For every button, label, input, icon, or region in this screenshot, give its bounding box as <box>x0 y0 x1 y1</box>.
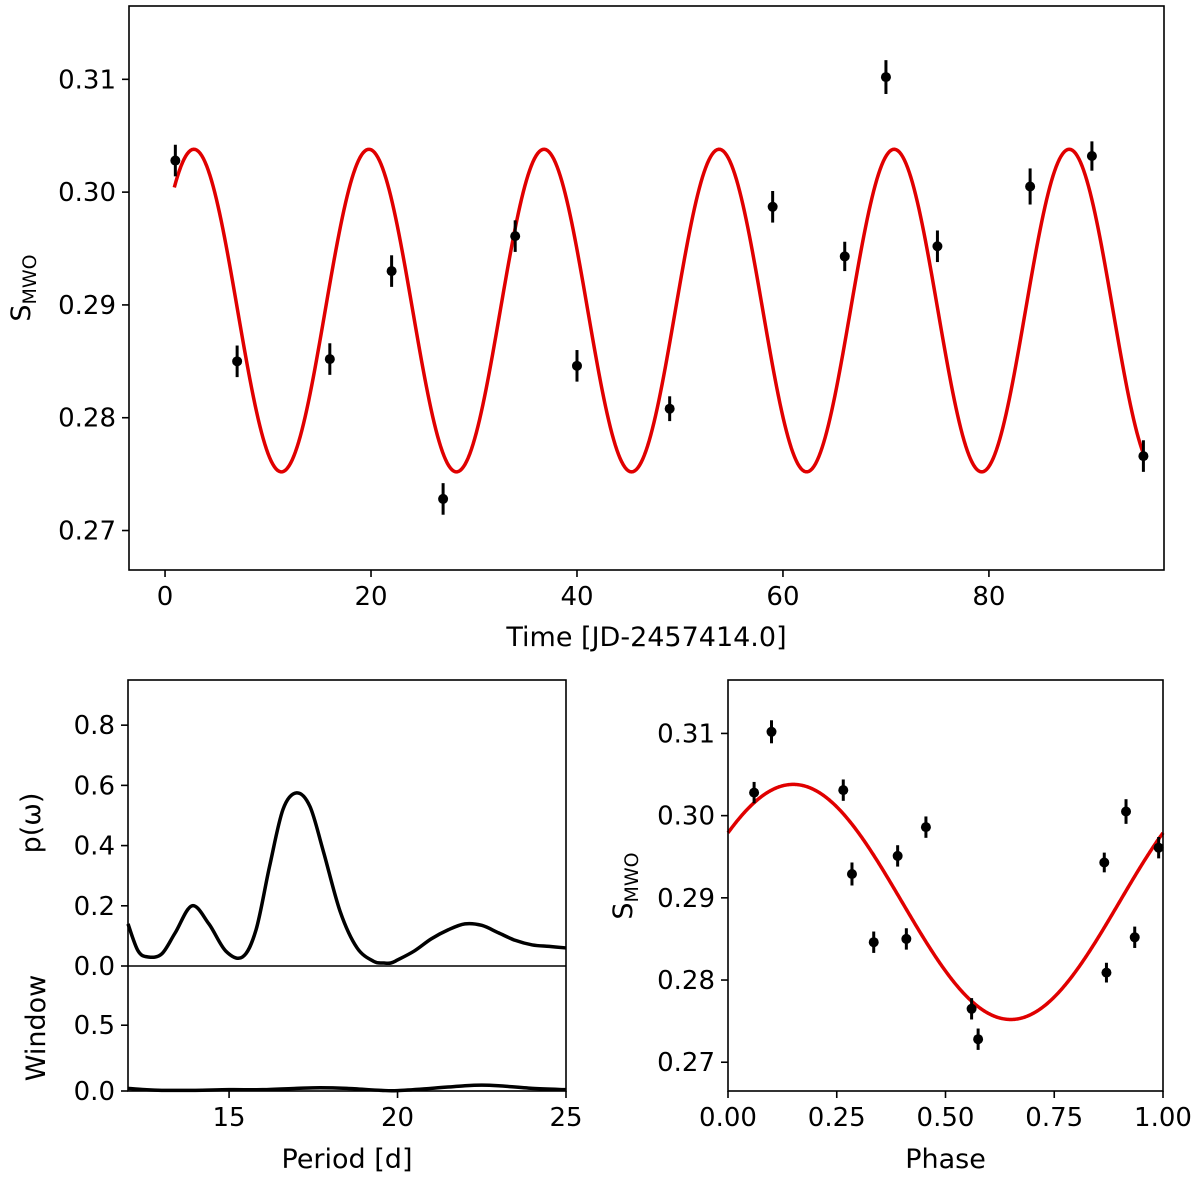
time-series-ytick-label: 0.31 <box>58 65 116 95</box>
time-series-ytick-label: 0.30 <box>58 178 116 208</box>
phase-fold-point <box>868 937 879 948</box>
time-series-point <box>1138 451 1149 462</box>
time-series-fit-curve <box>172 147 1146 474</box>
phase-fold-point <box>920 822 931 833</box>
phase-fold-ytick-label: 0.27 <box>657 1048 715 1078</box>
phase-fold-point <box>966 1003 977 1014</box>
time-series-xtick-label: 80 <box>972 582 1005 612</box>
time-series-ylabel-main: S <box>6 305 37 322</box>
periodogram-ytick-label: 0.0 <box>74 952 115 982</box>
periodogram-xlabel: Period [d] <box>282 1144 413 1175</box>
window-ticks: 0.0 0.5 15 20 25 <box>74 1011 583 1133</box>
phase-fold-xlabel: Phase <box>905 1144 986 1175</box>
time-series-point <box>438 493 449 504</box>
phase-fold-ylabel-subscript: MWO <box>621 852 643 902</box>
periodogram-panel: 0.0 0.2 0.4 0.6 0.8 p(ω) <box>16 711 567 982</box>
time-series-point <box>571 360 582 371</box>
time-series-xtick-label: 60 <box>766 582 799 612</box>
phase-fold-point <box>901 933 912 944</box>
time-series-xtick-label: 20 <box>354 582 387 612</box>
time-series-xlabel: Time [JD-2457414.0] <box>505 622 786 653</box>
periodogram-axes-frame <box>127 679 567 1092</box>
time-series-point <box>839 251 850 262</box>
time-series-xtick-label: 40 <box>560 582 593 612</box>
time-series-ytick-label: 0.29 <box>58 291 116 321</box>
phase-fold-point <box>1153 842 1164 853</box>
phase-fold-ytick-label: 0.30 <box>657 802 715 832</box>
periodogram-ytick-label: 0.4 <box>74 832 115 862</box>
phase-fold-panel: 0.27 0.28 0.29 0.30 0.31 0.00 0.25 0.50 0.75 1.00… <box>608 679 1192 1175</box>
time-series-ytick-label: 0.28 <box>58 404 116 434</box>
time-series-xtick-label: 0 <box>157 582 174 612</box>
phase-fold-ticks: 0.27 0.28 0.29 0.30 0.31 0.00 0.25 0.50 0.75 1.00 <box>657 719 1192 1133</box>
time-series-axes-frame <box>128 5 1165 571</box>
time-series-point <box>1025 181 1036 192</box>
periodogram-curve <box>126 791 567 966</box>
time-series-points <box>170 60 1149 515</box>
phase-fold-point <box>1101 967 1112 978</box>
phase-fold-point <box>973 1034 984 1045</box>
phase-fold-fit-group <box>726 782 1165 1022</box>
periodogram-ytick-label: 0.6 <box>74 771 115 801</box>
time-series-point <box>767 201 778 212</box>
time-series-point <box>932 241 943 252</box>
periodogram-xtick-label: 15 <box>213 1103 246 1133</box>
time-series-point <box>664 403 675 414</box>
phase-fold-point <box>1099 857 1110 868</box>
window-ytick-label: 0.5 <box>74 1011 115 1041</box>
periodogram-line-group <box>126 791 567 966</box>
phase-fold-point <box>846 868 857 879</box>
phase-fold-ytick-label: 0.29 <box>657 884 715 914</box>
phase-fold-fit-curve <box>726 782 1165 1022</box>
phase-fold-point <box>892 850 903 861</box>
phase-fold-ytick-label: 0.31 <box>657 719 715 749</box>
time-series-panel: 0.27 0.28 0.29 0.30 0.31 0 20 40 60 80 Time [JD-2… <box>6 5 1165 653</box>
window-panel: 0.0 0.5 15 20 25 Window Period [d] <box>21 975 583 1175</box>
periodogram-ytick-label: 0.2 <box>74 892 115 922</box>
phase-fold-point <box>1121 806 1132 817</box>
phase-fold-point <box>766 726 777 737</box>
phase-fold-ylabel-main: S <box>608 903 639 920</box>
phase-fold-ytick-label: 0.28 <box>657 966 715 996</box>
periodogram-xtick-label: 25 <box>549 1103 582 1133</box>
time-series-point <box>386 266 397 277</box>
phase-fold-xtick-label: 0.00 <box>699 1103 757 1133</box>
phase-fold-xtick-label: 0.25 <box>808 1103 866 1133</box>
phase-fold-xtick-label: 0.50 <box>917 1103 975 1133</box>
time-series-ticks: 0.27 0.28 0.29 0.30 0.31 0 20 40 60 80 <box>58 65 1005 612</box>
time-series-point <box>1086 151 1097 162</box>
time-series-ylabel: SMWO <box>6 254 41 321</box>
time-series-point <box>170 155 181 166</box>
window-ylabel: Window <box>21 975 52 1081</box>
phase-fold-point <box>1129 932 1140 943</box>
time-series-point <box>510 231 521 242</box>
periodogram-xtick-label: 20 <box>381 1103 414 1133</box>
phase-fold-points <box>749 720 1164 1050</box>
time-series-point <box>880 72 891 83</box>
time-series-point <box>232 356 243 367</box>
time-series-point <box>324 354 335 365</box>
phase-fold-point <box>838 785 849 796</box>
phase-fold-ylabel: SMWO <box>608 852 643 919</box>
phase-fold-xtick-label: 1.00 <box>1134 1103 1192 1133</box>
window-ytick-label: 0.0 <box>74 1077 115 1107</box>
time-series-ylabel-subscript: MWO <box>19 254 41 304</box>
periodogram-ytick-label: 0.8 <box>74 711 115 741</box>
time-series-fit-group <box>172 147 1146 474</box>
phase-fold-xtick-label: 0.75 <box>1025 1103 1083 1133</box>
periodogram-ticks: 0.0 0.2 0.4 0.6 0.8 <box>74 711 128 982</box>
phase-fold-point <box>749 787 760 798</box>
time-series-ytick-label: 0.27 <box>58 517 116 547</box>
periodogram-ylabel: p(ω) <box>16 793 47 854</box>
